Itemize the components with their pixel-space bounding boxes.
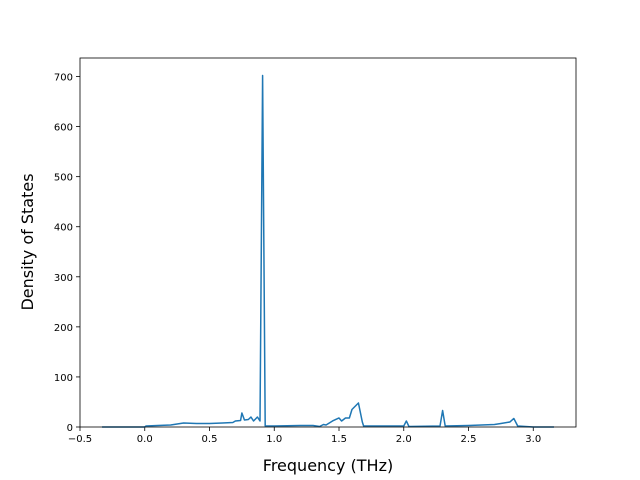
y-tick-label: 100: [54, 373, 73, 384]
x-tick-label: 1.0: [266, 434, 282, 445]
line: [102, 74, 554, 428]
x-axis-label: Frequency (THz): [263, 456, 393, 475]
y-tick-label: 0: [67, 423, 73, 434]
y-tick-label: 300: [54, 273, 73, 284]
y-tick-label: 500: [54, 173, 73, 184]
y-tick-label: 200: [54, 323, 73, 334]
x-tick-label: 0.5: [202, 434, 218, 445]
plot-frame: [79, 57, 577, 428]
x-tick-label: 3.0: [525, 434, 541, 445]
x-tick-label: −0.5: [68, 434, 92, 445]
y-axis-label: Density of States: [18, 173, 37, 310]
x-tick-label: 2.0: [396, 434, 412, 445]
x-tick-label: 0.0: [137, 434, 153, 445]
y-tick-label: 600: [54, 123, 73, 134]
x-tick-label: 1.5: [331, 434, 347, 445]
x-tick-label: 2.5: [461, 434, 477, 445]
y-tick-label: 400: [54, 223, 73, 234]
y-tick-label: 700: [54, 73, 73, 84]
